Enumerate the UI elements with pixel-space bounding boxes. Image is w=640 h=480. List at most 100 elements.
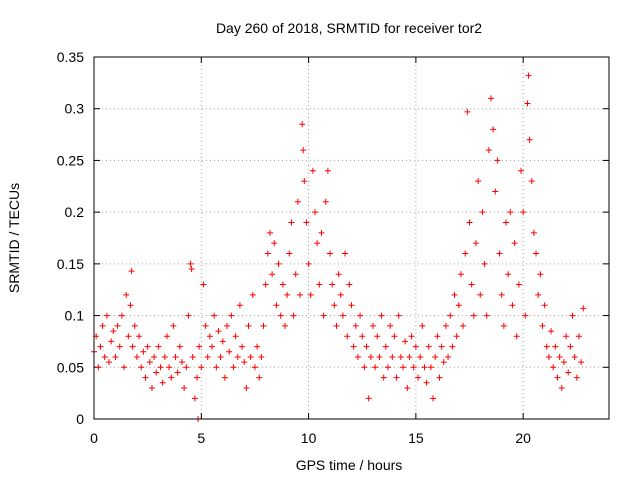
- data-point: [359, 333, 366, 340]
- data-point: [99, 322, 106, 329]
- data-point: [114, 322, 121, 329]
- data-point: [221, 374, 228, 381]
- y-tick-label: 0.3: [65, 101, 85, 117]
- data-point: [103, 312, 110, 319]
- data-point: [163, 333, 170, 340]
- data-point: [479, 209, 486, 216]
- data-point: [380, 374, 387, 381]
- data-point: [312, 209, 319, 216]
- y-tick-label: 0.35: [57, 49, 84, 65]
- data-point: [552, 343, 559, 350]
- data-point: [290, 312, 297, 319]
- data-point: [234, 353, 241, 360]
- data-point: [247, 353, 254, 360]
- data-point: [266, 229, 273, 236]
- data-point: [166, 364, 173, 371]
- data-point: [301, 178, 308, 185]
- data-point: [436, 374, 443, 381]
- data-point: [563, 333, 570, 340]
- data-point: [106, 359, 113, 366]
- data-point: [228, 312, 235, 319]
- data-point: [535, 291, 542, 298]
- data-point: [477, 291, 484, 298]
- data-point: [543, 343, 550, 350]
- data-point: [136, 333, 143, 340]
- data-point: [344, 333, 351, 340]
- data-point: [571, 353, 578, 360]
- data-point: [539, 322, 546, 329]
- data-point: [387, 322, 394, 329]
- data-point: [528, 178, 535, 185]
- data-point: [262, 281, 269, 288]
- data-point: [464, 108, 471, 115]
- data-point: [194, 374, 200, 381]
- plot-frame: [93, 56, 610, 420]
- data-point: [460, 322, 467, 329]
- data-point: [440, 359, 447, 366]
- data-point: [472, 240, 479, 247]
- data-point: [331, 302, 338, 309]
- data-point: [226, 348, 233, 355]
- data-point: [449, 343, 456, 350]
- data-point: [509, 302, 516, 309]
- data-point: [191, 395, 198, 402]
- data-point: [320, 312, 327, 319]
- data-point: [206, 333, 213, 340]
- data-point: [367, 353, 374, 360]
- data-point: [239, 343, 246, 350]
- data-point: [404, 384, 411, 391]
- data-point: [97, 343, 104, 350]
- data-point: [470, 312, 477, 319]
- data-point: [333, 322, 340, 329]
- data-point: [202, 322, 209, 329]
- data-point: [183, 364, 190, 371]
- y-tick-label: 0.25: [57, 152, 84, 168]
- data-point: [275, 260, 282, 267]
- data-point: [292, 271, 299, 278]
- data-point: [146, 359, 153, 366]
- data-point: [524, 100, 531, 107]
- data-point: [402, 338, 409, 345]
- data-point: [133, 353, 140, 360]
- x-tick-label: 10: [301, 430, 317, 446]
- data-point: [451, 291, 458, 298]
- x-tick-label: 5: [197, 430, 205, 446]
- data-point: [273, 302, 280, 309]
- data-point: [213, 364, 220, 371]
- data-point: [507, 209, 514, 216]
- data-point: [417, 353, 424, 360]
- data-point: [376, 353, 383, 360]
- data-point: [217, 353, 224, 360]
- x-tick-label: 0: [90, 430, 98, 446]
- data-point: [335, 271, 342, 278]
- data-point: [219, 338, 226, 345]
- data-point: [112, 353, 119, 360]
- data-point: [468, 281, 475, 288]
- data-point: [337, 291, 344, 298]
- data-point: [490, 126, 497, 133]
- data-point: [243, 384, 250, 391]
- data-point: [466, 219, 473, 226]
- x-tick-label: 20: [515, 430, 531, 446]
- data-point: [121, 364, 128, 371]
- data-point: [545, 353, 552, 360]
- data-point: [187, 260, 194, 267]
- data-point: [548, 328, 555, 335]
- data-point: [170, 322, 177, 329]
- data-point: [155, 343, 162, 350]
- data-point: [116, 343, 123, 350]
- data-point: [279, 281, 286, 288]
- data-point: [288, 219, 295, 226]
- data-point: [300, 147, 307, 154]
- data-point: [307, 291, 314, 298]
- data-point: [558, 384, 565, 391]
- data-point: [138, 364, 145, 371]
- data-point: [294, 198, 301, 205]
- data-point: [406, 353, 413, 360]
- data-point: [365, 395, 372, 402]
- data-point: [277, 312, 284, 319]
- data-point: [525, 72, 532, 79]
- data-point: [176, 343, 183, 350]
- gridlines: [94, 57, 609, 419]
- data-point: [513, 333, 520, 340]
